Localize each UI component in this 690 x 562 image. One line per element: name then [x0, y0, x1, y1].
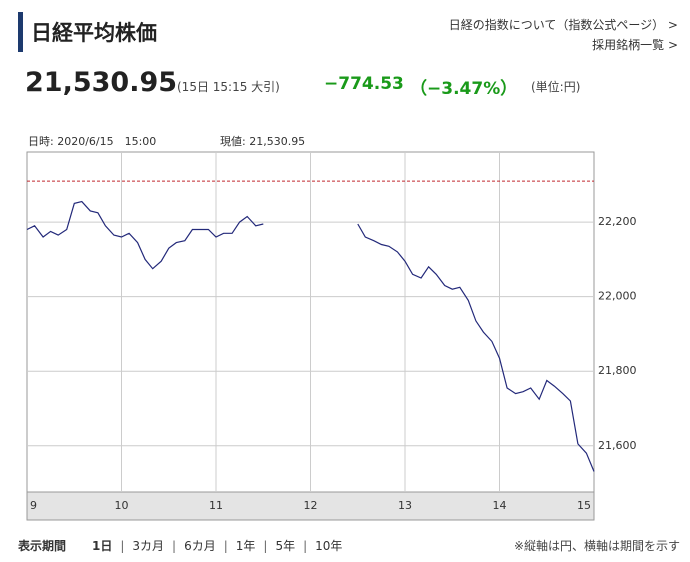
- separator: |: [263, 539, 268, 553]
- y-tick-label: 22,000: [598, 290, 637, 303]
- separator: |: [172, 539, 177, 553]
- y-tick-label: 21,600: [598, 439, 637, 452]
- chart-info: 日時: 2020/6/15 15:00: [28, 135, 156, 148]
- period-label: 表示期間: [18, 539, 67, 553]
- price-line: [26, 200, 595, 472]
- x-tick-label: 10: [115, 499, 129, 512]
- x-tick-label: 9: [30, 499, 37, 512]
- price: 21,530.95: [25, 67, 178, 98]
- x-axis-band: [26, 491, 595, 521]
- x-tick-label: 13: [398, 499, 412, 512]
- time-note: (15日 15:15 大引): [177, 80, 280, 94]
- period-list: 1日 | 3カ月 | 6カ月 | 1年 | 5年 | 10年: [92, 537, 342, 554]
- change-pct: （−3.47%）: [410, 79, 518, 99]
- period-option[interactable]: 6カ月: [184, 539, 216, 553]
- link[interactable]: 採用銘柄一覧 >: [592, 38, 678, 52]
- note: ※縦軸は円、横軸は期間を示す: [513, 539, 680, 553]
- x-tick-label: 14: [493, 499, 507, 512]
- link[interactable]: 日経の指数について（指数公式ページ） >: [448, 18, 678, 32]
- separator: |: [223, 539, 228, 553]
- y-tick-label: 21,800: [598, 364, 637, 377]
- unit: (単位:円): [531, 80, 581, 94]
- chart: 日時: 2020/6/15 15:00 現値: 21,530.95 21,600 21…: [26, 135, 637, 521]
- period-option[interactable]: 1日: [92, 539, 113, 553]
- period-option[interactable]: 1年: [235, 539, 256, 553]
- period-option[interactable]: 3カ月: [132, 539, 165, 553]
- page-title: 日経平均株価: [31, 21, 157, 45]
- y-tick-label: 22,200: [598, 215, 637, 228]
- x-tick-label: 15: [577, 499, 591, 512]
- change: −774.53: [324, 74, 404, 94]
- title-bar: [18, 12, 23, 52]
- period-option[interactable]: 5年: [275, 539, 296, 553]
- x-tick-label: 12: [304, 499, 318, 512]
- x-tick-label: 11: [209, 499, 223, 512]
- separator: |: [303, 539, 308, 553]
- separator: |: [120, 539, 125, 553]
- chart-info: 現値: 21,530.95: [220, 135, 305, 148]
- period-option[interactable]: 10年: [315, 539, 343, 553]
